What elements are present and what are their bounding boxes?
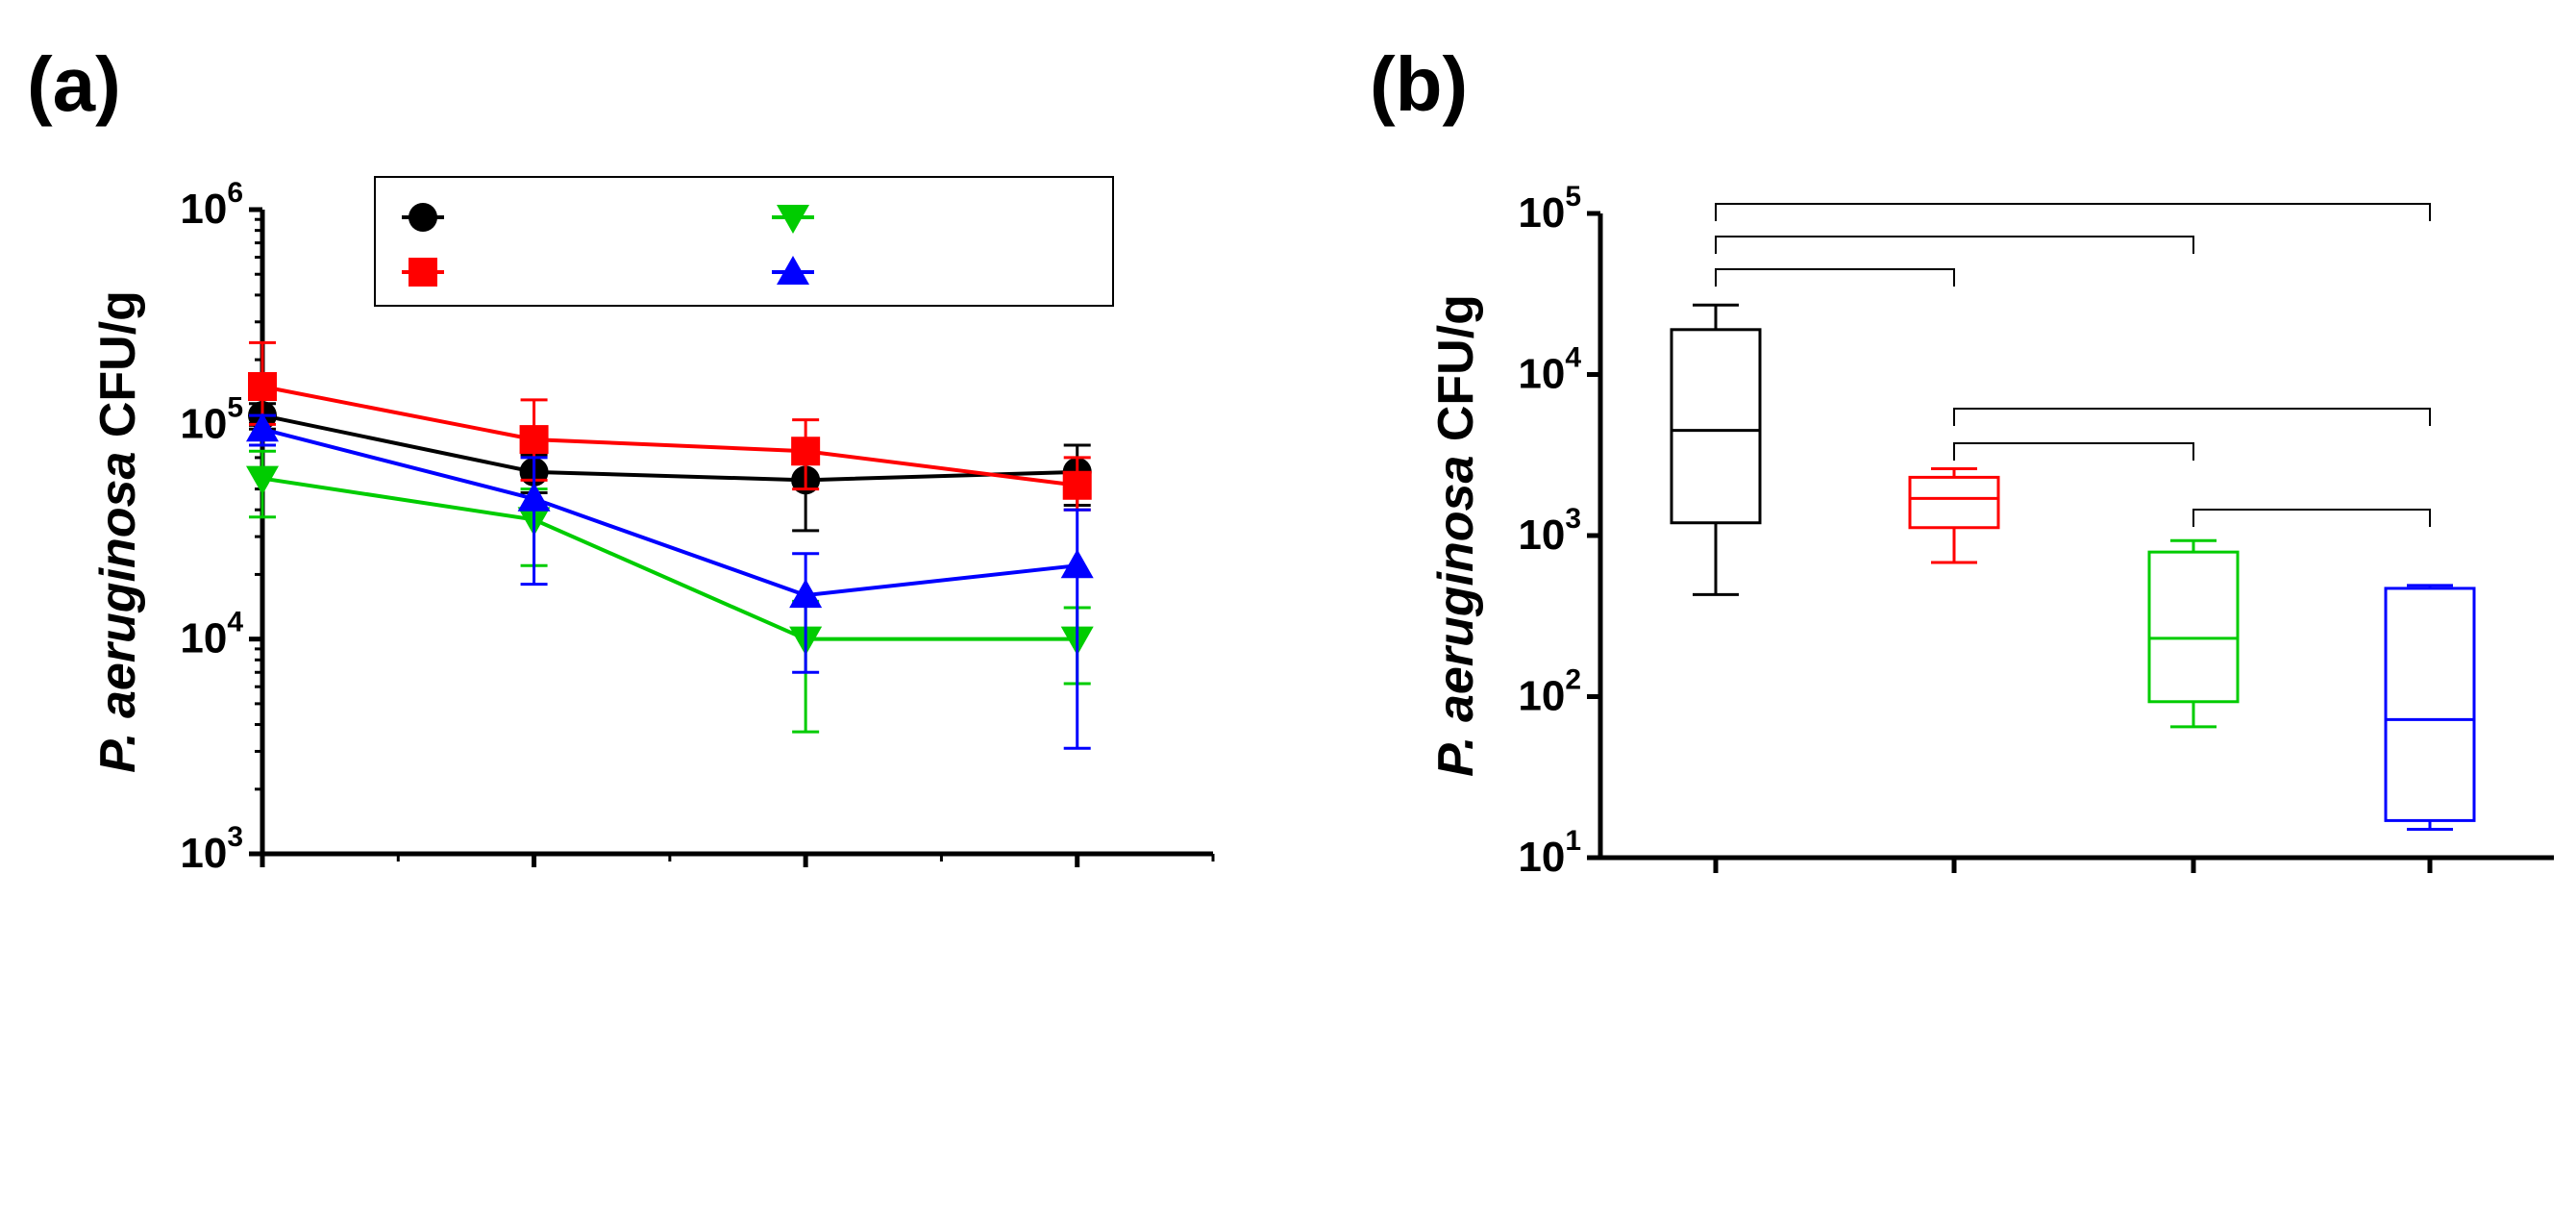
box-untreated xyxy=(1670,303,1762,596)
box-ecn-s100-pab xyxy=(2147,538,2240,729)
y-tick-label: 105 xyxy=(180,391,243,447)
y-tick-label-base: 10 xyxy=(1518,834,1565,881)
y-tick-label: 105 xyxy=(1518,181,1581,237)
data-point xyxy=(517,482,551,512)
y-axis-title: P. aeruginosa CFU/g xyxy=(1428,294,1484,777)
panel-b-label: (b) xyxy=(1370,41,1468,127)
y-tick-label-exponent: 6 xyxy=(227,177,243,209)
panel-a-label: (a) xyxy=(27,41,121,127)
bracket-line xyxy=(2192,509,2431,527)
legend-box xyxy=(374,176,1114,307)
y-tick-label-base: 10 xyxy=(1518,512,1565,559)
y-tick-label-base: 10 xyxy=(180,400,227,447)
y-axis-title-italic: P. aeruginosa xyxy=(1428,456,1484,777)
bracket-line xyxy=(1715,203,2431,221)
y-tick-label-exponent: 3 xyxy=(1565,503,1581,535)
y-tick-label-base: 10 xyxy=(1518,673,1565,720)
legend-marker xyxy=(409,258,437,287)
data-point xyxy=(1062,470,1092,500)
data-point xyxy=(246,465,279,495)
y-tick-label: 103 xyxy=(180,821,243,877)
significance-bracket xyxy=(1715,236,2194,254)
data-point xyxy=(519,425,549,455)
y-tick-label-base: 10 xyxy=(1518,351,1565,398)
y-tick-label-base: 10 xyxy=(180,186,227,233)
significance-bracket xyxy=(1715,268,1955,287)
y-tick-label-base: 10 xyxy=(1518,189,1565,237)
bracket-line xyxy=(1953,408,2431,426)
legend xyxy=(374,176,1114,307)
significance-bracket xyxy=(1715,203,2431,221)
y-tick-label: 106 xyxy=(180,177,243,233)
y-tick-label-base: 10 xyxy=(180,615,227,662)
box-iqr xyxy=(2384,587,2476,822)
data-point xyxy=(246,412,279,442)
bracket-line xyxy=(1953,442,2194,461)
y-tick-label-base: 10 xyxy=(180,830,227,877)
series-line xyxy=(261,413,1077,483)
series-ecn-s100-yp xyxy=(246,412,1094,750)
y-tick-label-exponent: 5 xyxy=(227,391,243,423)
series-line xyxy=(261,427,1077,598)
y-tick-label-exponent: 4 xyxy=(1565,342,1581,374)
significance-bracket xyxy=(1953,442,2194,461)
series-ecn-s100-pab xyxy=(246,449,1094,734)
bracket-line xyxy=(1715,268,1955,287)
legend-marker xyxy=(409,203,437,232)
y-tick-label: 104 xyxy=(1518,342,1581,398)
box-ecn-s100-yp xyxy=(2384,584,2476,832)
box-iqr xyxy=(1670,328,1762,525)
box-iqr xyxy=(2147,550,2240,704)
data-point xyxy=(791,437,821,466)
y-tick-label: 103 xyxy=(1518,503,1581,559)
y-tick-label-exponent: 4 xyxy=(227,607,243,638)
y-tick-label-exponent: 2 xyxy=(1565,664,1581,696)
box-ecn-s100-rfp xyxy=(1908,466,2000,564)
data-point xyxy=(248,372,277,402)
significance-bracket xyxy=(1953,408,2431,426)
series-ecn-s100-rfp xyxy=(248,340,1092,512)
y-tick-label-exponent: 3 xyxy=(227,821,243,853)
y-tick-label: 102 xyxy=(1518,664,1581,720)
bracket-line xyxy=(1715,236,2194,254)
y-axis-title-rest: CFU/g xyxy=(90,290,146,452)
y-tick-label: 101 xyxy=(1518,825,1581,881)
y-tick-label-exponent: 1 xyxy=(1565,825,1581,857)
significance-bracket xyxy=(2192,509,2431,527)
series-untreated xyxy=(248,401,1092,533)
y-tick-label: 104 xyxy=(180,607,243,662)
series-line xyxy=(261,385,1077,487)
box-iqr xyxy=(1908,475,2000,530)
data-point xyxy=(789,579,823,609)
legend-marker xyxy=(777,256,809,285)
y-tick-label-exponent: 5 xyxy=(1565,181,1581,212)
legend-marker xyxy=(777,205,809,234)
y-axis-title-rest: CFU/g xyxy=(1428,294,1484,456)
series-line xyxy=(261,476,1077,641)
y-axis-title: P. aeruginosa CFU/g xyxy=(90,290,146,773)
data-point xyxy=(1060,549,1094,579)
y-axis-title-italic: P. aeruginosa xyxy=(90,452,146,773)
